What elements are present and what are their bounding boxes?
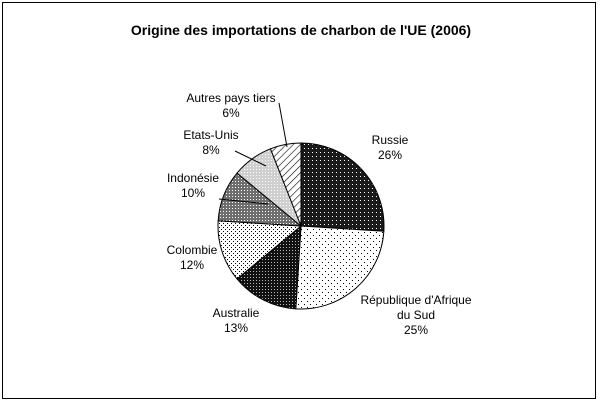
- slice-value-russie: 26%: [378, 148, 402, 162]
- chart-title: Origine des importations de charbon de l…: [131, 22, 471, 38]
- pie-slices: [217, 142, 385, 310]
- slice-label-autres-pays-tiers: Autres pays tiers 6%: [186, 91, 275, 120]
- slice-value-etats-unis: 8%: [202, 143, 220, 157]
- slice-label-australie: Australie 13%: [213, 306, 260, 335]
- pie-slice-colombie: [217, 220, 303, 280]
- slice-value-republique-d-afrique-du-sud: 25%: [404, 323, 428, 337]
- slice-value-australie: 13%: [224, 321, 248, 335]
- leader-lines: [218, 102, 288, 205]
- slice-labels: Russie 26% République d'Afrique du Sud 25% Au…: [167, 91, 472, 337]
- slice-label-russie: Russie 26%: [372, 133, 409, 162]
- slice-value-colombie: 12%: [180, 258, 204, 272]
- slice-value-indonesie: 10%: [181, 186, 205, 200]
- slice-label-etats-unis: Etats-Unis 8%: [183, 128, 238, 157]
- pie-slice-republique-d-afrique-du-sud: [295, 225, 385, 310]
- leader-line-indonesie: [218, 198, 269, 205]
- pie-chart: Origine des importations de charbon de l…: [131, 22, 472, 337]
- slice-label-republique-d-afrique-du-sud: République d'Afrique du Sud 25%: [360, 293, 471, 337]
- slice-label-colombie: Colombie 12%: [167, 243, 218, 272]
- leader-line-autres-pays-tiers: [278, 102, 288, 148]
- pie-slice-autres-pays-tiers: [269, 142, 302, 227]
- pie-slice-australie: [236, 224, 302, 310]
- chart-frame: Origine des importations de charbon de l…: [2, 2, 596, 399]
- leader-line-etats-unis: [234, 150, 267, 167]
- slice-label-indonesie: Indonésie 10%: [167, 171, 219, 200]
- slice-value-autres-pays-tiers: 6%: [222, 106, 240, 120]
- pie-slice-russie: [300, 142, 385, 232]
